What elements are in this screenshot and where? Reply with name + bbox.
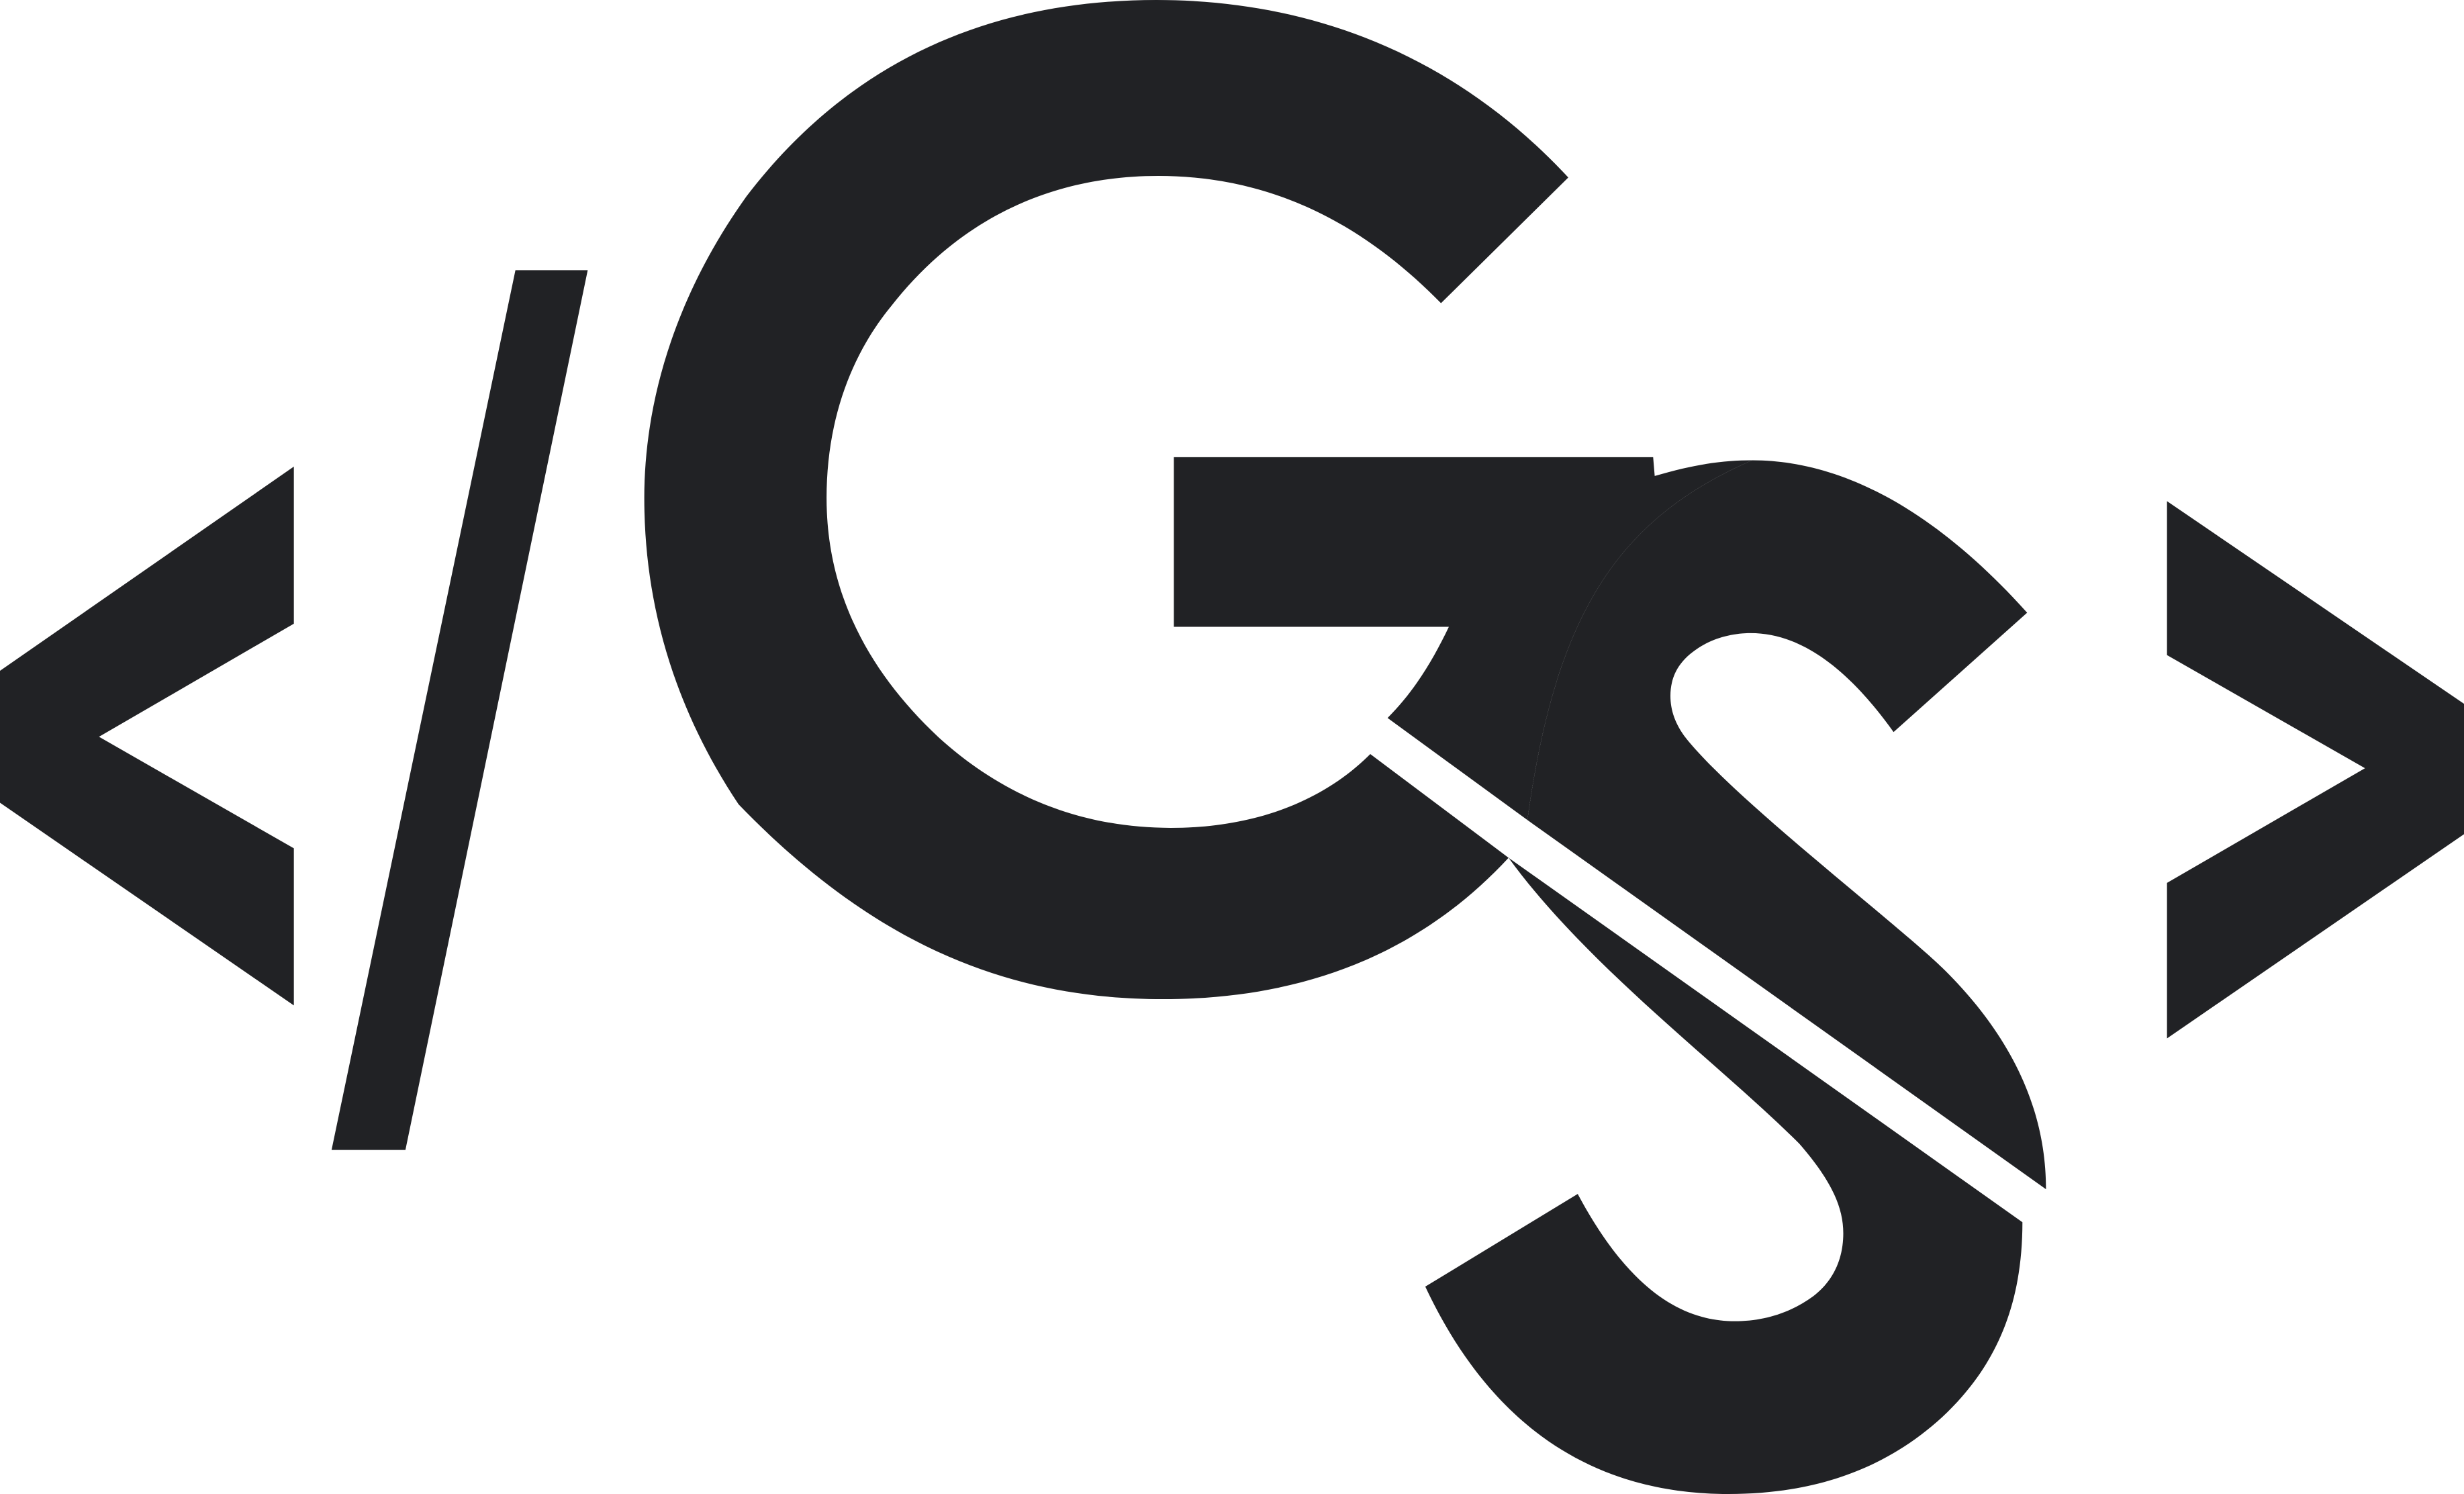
right-bracket-glyph <box>2167 501 2464 1039</box>
letter-g-arc <box>644 0 1568 1000</box>
letter-g-crossbar <box>1174 457 1752 821</box>
letter-g-glyph <box>644 0 1752 1000</box>
letter-s-upper-half <box>1527 460 2046 1190</box>
slash-glyph <box>331 270 588 1150</box>
letter-s-glyph <box>1425 460 2046 1494</box>
left-bracket-glyph <box>0 466 294 1006</box>
letter-s-lower-half <box>1425 857 2023 1494</box>
